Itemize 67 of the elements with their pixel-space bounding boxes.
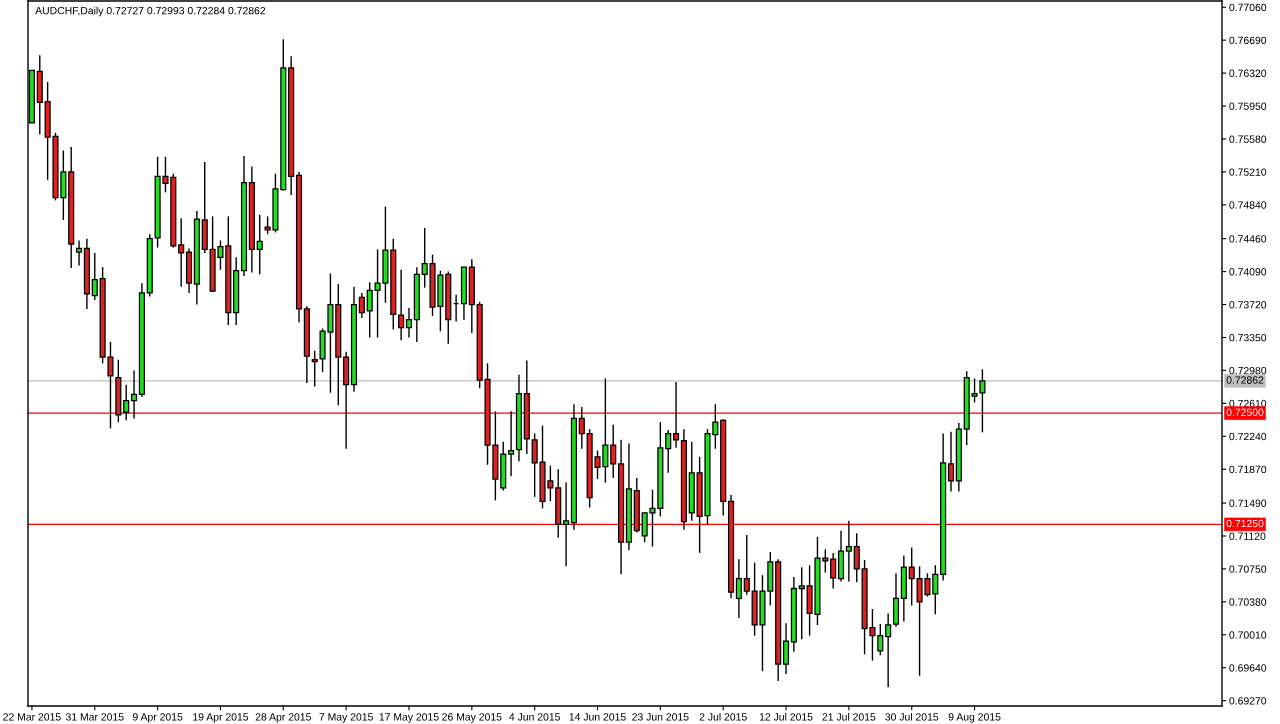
candlestick	[798, 566, 805, 640]
x-tick-label: 9 Apr 2015	[132, 713, 183, 723]
candlestick	[830, 552, 837, 590]
candlestick	[735, 558, 742, 619]
candlestick	[256, 213, 263, 275]
candlestick	[91, 252, 98, 301]
y-tick-label: 0.74090	[1229, 268, 1267, 276]
x-tick-label: 19 Apr 2015	[193, 713, 249, 723]
y-tick-label: 0.71120	[1229, 532, 1266, 540]
y-tick-label: 0.69640	[1229, 664, 1267, 672]
x-tick-label: 31 Mar 2015	[65, 713, 124, 721]
candlestick	[405, 307, 413, 339]
y-tick-label: 0.72240	[1229, 432, 1267, 441]
x-tick-label: 4 Jun 2015	[509, 713, 560, 721]
y-tick-label: 0.71490	[1229, 499, 1267, 507]
x-tick-label: 22 Mar 2015	[3, 713, 61, 721]
x-tick-label: 26 May 2015	[442, 713, 502, 723]
x-tick-label: 17 May 2015	[379, 713, 439, 723]
candlestick	[563, 481, 570, 567]
candlestick	[178, 217, 185, 288]
ref-line-label: 0.71250	[1226, 519, 1264, 528]
x-tick-label: 2 Jul 2015	[699, 712, 747, 721]
ref-line-label: 0.72500	[1226, 408, 1264, 416]
y-tick-label: 0.70010	[1229, 631, 1267, 639]
y-tick-label: 0.72610	[1229, 399, 1267, 408]
x-tick-label: 7 May 2015	[319, 713, 373, 723]
candlestick	[853, 532, 860, 583]
x-tick-label: 21 Jul 2015	[822, 712, 876, 721]
y-tick-label: 0.71870	[1229, 465, 1267, 474]
text: AUDCHF,Daily 0.72727 0.72993 0.72284 0.72862	[35, 6, 266, 17]
y-tick-label: 0.76320	[1229, 69, 1267, 77]
x-tick-label: 14 Jun 2015	[569, 713, 626, 721]
y-tick-label: 0.70750	[1229, 565, 1267, 573]
candlestick	[845, 520, 852, 583]
candlestick	[508, 410, 515, 478]
y-tick-label: 0.73350	[1229, 333, 1267, 342]
y-tick-label: 0.75580	[1229, 135, 1267, 143]
x-tick-label: 12 Jul 2015	[759, 712, 813, 721]
x-tick-label: 9 Aug 2015	[948, 713, 1001, 723]
x-tick-label: 28 Apr 2015	[255, 713, 311, 723]
candlestick	[398, 269, 405, 341]
y-tick-label: 0.75950	[1229, 102, 1267, 110]
candlestick	[358, 292, 365, 319]
y-tick-label: 0.75210	[1229, 168, 1267, 176]
candlestick	[578, 406, 585, 450]
candlestick	[75, 239, 83, 267]
y-tick-label: 0.74460	[1229, 235, 1267, 243]
candlestick	[610, 424, 617, 479]
y-tick-label: 0.70380	[1229, 598, 1267, 606]
y-tick-label: 0.73720	[1229, 301, 1267, 309]
candlestick	[123, 383, 130, 421]
y-tick-label: 0.72980	[1229, 366, 1267, 375]
candlestick	[130, 369, 138, 420]
x-tick-label: 23 Jun 2015	[632, 713, 689, 721]
y-tick-label: 0.77060	[1229, 3, 1267, 12]
candlestick	[665, 429, 672, 474]
candlestick	[743, 534, 750, 596]
x-tick-label: 30 Jul 2015	[885, 712, 939, 721]
ref-line-label: 0.72862	[1226, 376, 1264, 384]
candlestick	[782, 622, 790, 675]
y-tick-label: 0.76690	[1229, 36, 1267, 45]
candlestick	[672, 381, 680, 449]
candlestick	[947, 431, 955, 493]
candlestick	[885, 612, 892, 689]
y-tick-label: 0.74840	[1229, 201, 1267, 209]
y-tick-label: 0.69270	[1229, 697, 1267, 705]
candlestick	[311, 350, 318, 388]
